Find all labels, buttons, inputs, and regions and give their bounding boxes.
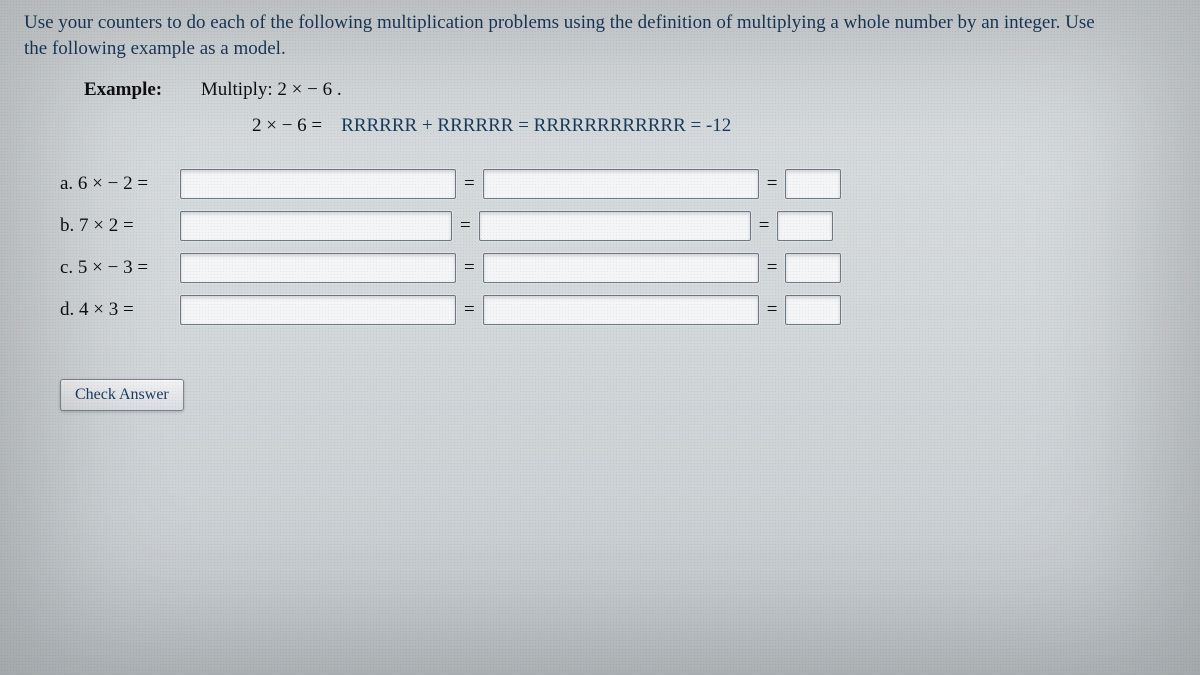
problem-c-input-1[interactable]: [180, 253, 456, 283]
problem-c-input-2[interactable]: [483, 253, 759, 283]
problem-a-input-2[interactable]: [483, 169, 759, 199]
instructions-text: Use your counters to do each of the foll…: [24, 10, 1104, 61]
problem-a-input-1[interactable]: [180, 169, 456, 199]
example-lhs: 2 × − 6 =: [252, 115, 322, 136]
equals-sign: =: [767, 257, 778, 279]
problem-label: c. 5 × − 3 =: [60, 257, 180, 279]
equals-sign: =: [464, 299, 475, 321]
example-label: Example:: [84, 79, 162, 100]
problem-a-input-3[interactable]: [785, 169, 841, 199]
problem-row-d: d. 4 × 3 = = =: [60, 295, 1176, 325]
problem-d-input-3[interactable]: [785, 295, 841, 325]
problem-row-c: c. 5 × − 3 = = =: [60, 253, 1176, 283]
problem-label: a. 6 × − 2 =: [60, 173, 180, 195]
problems-list: a. 6 × − 2 = = = b. 7 × 2 = = = c. 5 × −…: [60, 169, 1176, 325]
problem-b-input-3[interactable]: [777, 211, 833, 241]
example-equation: 2 × − 6 = RRRRRR + RRRRRR = RRRRRRRRRRRR…: [252, 115, 1176, 137]
equals-sign: =: [767, 173, 778, 195]
example-rhs: RRRRRR + RRRRRR = RRRRRRRRRRRR = -12: [341, 115, 731, 136]
example-prompt: Multiply: 2 × − 6 .: [201, 79, 342, 100]
problem-b-input-2[interactable]: [479, 211, 751, 241]
check-answer-button[interactable]: Check Answer: [60, 379, 184, 411]
problem-b-input-1[interactable]: [180, 211, 452, 241]
equals-sign: =: [767, 299, 778, 321]
equals-sign: =: [759, 215, 770, 237]
problem-row-b: b. 7 × 2 = = =: [60, 211, 1176, 241]
equals-sign: =: [464, 173, 475, 195]
problem-label: d. 4 × 3 =: [60, 299, 180, 321]
equals-sign: =: [464, 257, 475, 279]
problem-row-a: a. 6 × − 2 = = =: [60, 169, 1176, 199]
problem-d-input-1[interactable]: [180, 295, 456, 325]
problem-c-input-3[interactable]: [785, 253, 841, 283]
example-line: Example: Multiply: 2 × − 6 .: [84, 79, 1176, 101]
problem-d-input-2[interactable]: [483, 295, 759, 325]
problem-label: b. 7 × 2 =: [60, 215, 180, 237]
equals-sign: =: [460, 215, 471, 237]
